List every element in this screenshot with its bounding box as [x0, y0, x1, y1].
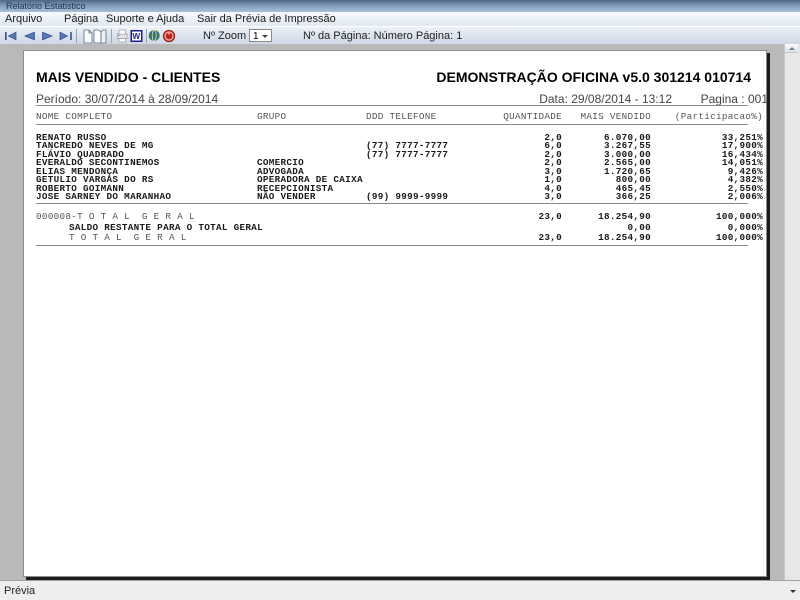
svg-text:W: W: [132, 32, 140, 41]
